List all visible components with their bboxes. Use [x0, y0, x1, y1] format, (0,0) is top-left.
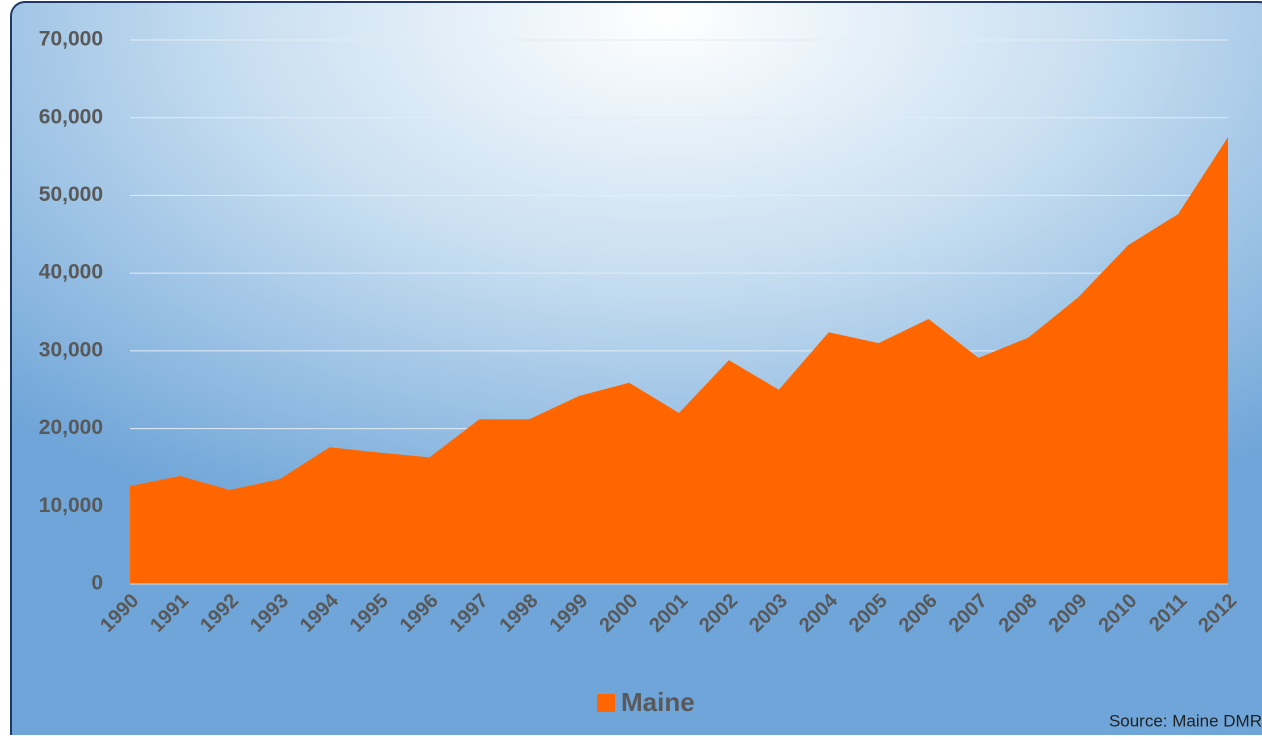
y-tick-label: 20,000: [39, 416, 103, 439]
source-note: Source: Maine DMR: [1109, 711, 1262, 730]
y-tick-label: 40,000: [39, 261, 103, 284]
y-tick-label: 10,000: [39, 494, 103, 517]
y-tick-label: 30,000: [39, 338, 103, 361]
y-tick-label: 0: [91, 572, 103, 595]
y-tick-label: 50,000: [39, 183, 103, 206]
area: [130, 137, 1228, 584]
y-tick-label: 70,000: [39, 28, 103, 51]
legend-swatch: [597, 694, 615, 712]
y-tick-label: 60,000: [39, 105, 103, 128]
legend-label: Maine: [621, 687, 695, 717]
